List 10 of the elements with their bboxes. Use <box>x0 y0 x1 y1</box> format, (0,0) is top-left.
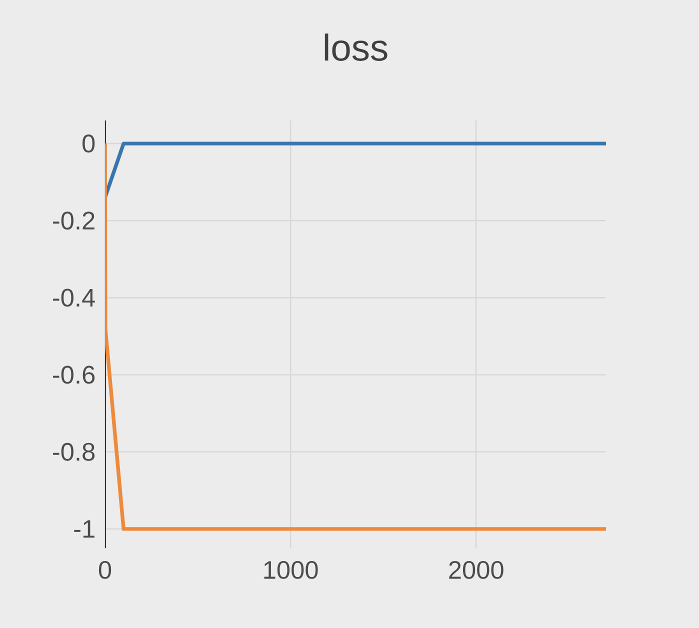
x-tick-label: 1000 <box>264 560 318 579</box>
y-tick-label: -0.6 <box>53 366 95 384</box>
y-tick-label: -1 <box>74 520 94 538</box>
x-tick-label: 0 <box>98 560 112 579</box>
y-tick-label: -0.2 <box>53 212 94 230</box>
x-tick-label: 2000 <box>449 560 504 579</box>
y-tick-label: 0 <box>82 134 95 152</box>
chart-title: loss <box>324 33 388 61</box>
y-tick-label: -0.8 <box>53 442 95 461</box>
y-tick-label: -0.4 <box>53 288 95 307</box>
